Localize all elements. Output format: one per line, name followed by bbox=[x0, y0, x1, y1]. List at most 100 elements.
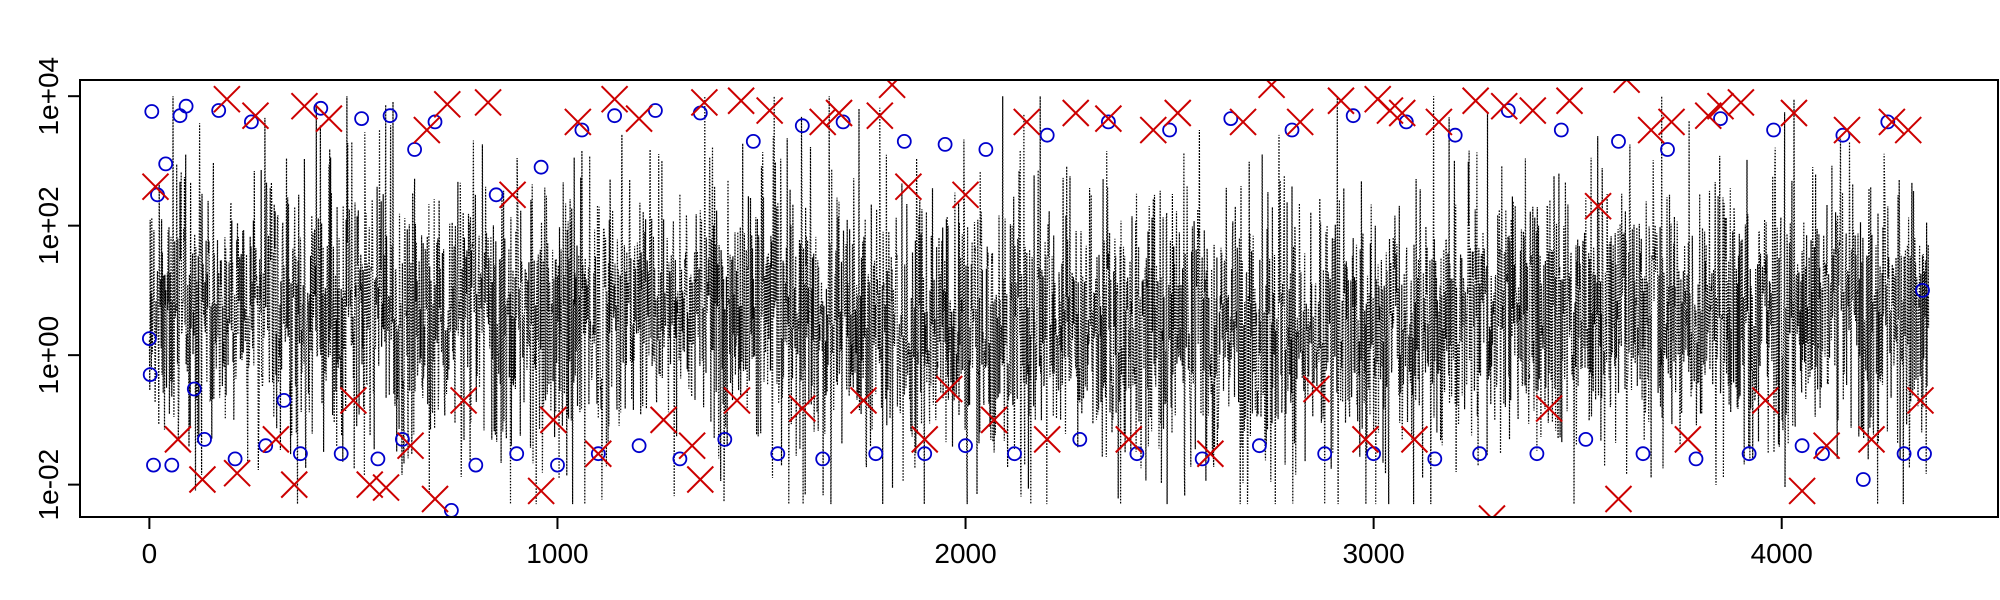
cross-marker bbox=[422, 486, 448, 512]
cross-marker bbox=[1536, 395, 1562, 421]
x-tick-label: 4000 bbox=[1751, 538, 1813, 569]
circle-marker bbox=[979, 143, 992, 156]
x-tick-label: 1000 bbox=[526, 538, 588, 569]
circle-marker bbox=[294, 447, 307, 460]
circle-marker bbox=[335, 447, 348, 460]
cross-marker bbox=[242, 103, 268, 129]
cross-marker bbox=[585, 441, 611, 467]
cross-marker bbox=[687, 467, 713, 493]
cross-marker bbox=[602, 86, 628, 112]
cross-marker bbox=[1789, 478, 1815, 504]
cross-marker bbox=[1638, 117, 1664, 143]
circle-marker bbox=[1555, 124, 1568, 137]
cross-marker bbox=[626, 106, 652, 132]
circle-marker bbox=[180, 100, 193, 113]
y-tick-label: 1e-02 bbox=[33, 449, 64, 521]
cross-marker bbox=[1814, 433, 1840, 459]
dotted-series-line bbox=[149, 96, 1928, 504]
y-axis: 1e-02 1e+00 1e+02 1e+04 bbox=[33, 57, 80, 521]
circle-marker bbox=[278, 394, 291, 407]
cross-marker bbox=[434, 91, 460, 117]
circle-marker bbox=[747, 135, 760, 148]
cross-marker bbox=[1708, 93, 1734, 119]
cross-marker bbox=[1728, 89, 1754, 115]
circle-marker bbox=[869, 447, 882, 460]
cross-marker bbox=[728, 88, 754, 114]
circle-marker bbox=[198, 433, 211, 446]
cross-marker bbox=[1479, 505, 1505, 531]
circle-marker bbox=[959, 439, 972, 452]
circle-marker bbox=[1449, 129, 1462, 142]
cross-marker bbox=[316, 106, 342, 132]
circle-marker bbox=[1473, 447, 1486, 460]
circle-marker bbox=[1008, 447, 1021, 460]
cross-marker bbox=[1557, 88, 1583, 114]
cross-marker bbox=[528, 478, 554, 504]
circle-marker bbox=[1347, 109, 1360, 122]
circle-marker bbox=[939, 138, 952, 151]
x-tick-label: 0 bbox=[142, 538, 158, 569]
cross-marker bbox=[1659, 109, 1685, 135]
cross-marker bbox=[826, 100, 852, 126]
cross-marker bbox=[895, 174, 921, 200]
cross-marker-series bbox=[142, 67, 1933, 532]
cross-marker bbox=[1858, 426, 1884, 452]
circle-marker bbox=[147, 459, 160, 472]
circle-marker bbox=[1073, 433, 1086, 446]
cross-marker bbox=[1605, 486, 1631, 512]
cross-marker bbox=[189, 467, 215, 493]
circle-marker bbox=[1796, 439, 1809, 452]
circle-marker bbox=[408, 143, 421, 156]
cross-marker bbox=[1287, 109, 1313, 135]
circle-marker bbox=[1367, 447, 1380, 460]
cross-marker bbox=[851, 387, 877, 413]
cross-marker bbox=[281, 472, 307, 498]
cross-marker bbox=[475, 89, 501, 115]
circle-marker bbox=[771, 447, 784, 460]
cross-marker bbox=[414, 117, 440, 143]
series-line-path bbox=[149, 96, 1928, 504]
y-tick-label: 1e+00 bbox=[33, 316, 64, 395]
cross-marker bbox=[1695, 103, 1721, 129]
cross-marker bbox=[757, 98, 783, 124]
cross-marker bbox=[373, 475, 399, 501]
cross-marker bbox=[291, 93, 317, 119]
circle-marker bbox=[633, 439, 646, 452]
cross-marker bbox=[1063, 100, 1089, 126]
cross-marker bbox=[1116, 426, 1142, 452]
cross-marker bbox=[1230, 109, 1256, 135]
cross-marker bbox=[1520, 98, 1546, 124]
cross-marker bbox=[679, 433, 705, 459]
x-tick-label: 2000 bbox=[934, 538, 996, 569]
y-tick-label: 1e+02 bbox=[33, 186, 64, 265]
cross-marker bbox=[540, 407, 566, 433]
cross-marker bbox=[724, 387, 750, 413]
cross-marker bbox=[810, 109, 836, 135]
circle-marker bbox=[1690, 452, 1703, 465]
cross-marker bbox=[1907, 387, 1933, 413]
y-tick-label: 1e+04 bbox=[33, 57, 64, 136]
cross-marker bbox=[340, 387, 366, 413]
cross-marker bbox=[1426, 109, 1452, 135]
cross-marker bbox=[1401, 426, 1427, 452]
circle-marker bbox=[355, 112, 368, 125]
x-axis: 0 1000 2000 3000 4000 bbox=[142, 517, 1813, 569]
cross-marker bbox=[1328, 88, 1354, 114]
cross-marker bbox=[1197, 441, 1223, 467]
circle-marker bbox=[469, 459, 482, 472]
cross-marker bbox=[1463, 88, 1489, 114]
circle-marker bbox=[1661, 143, 1674, 156]
cross-marker bbox=[953, 182, 979, 208]
circle-marker bbox=[608, 109, 621, 122]
circle-marker bbox=[551, 459, 564, 472]
circle-marker bbox=[1196, 452, 1209, 465]
circle-marker bbox=[490, 188, 503, 201]
cross-marker bbox=[1034, 426, 1060, 452]
cross-marker bbox=[867, 103, 893, 129]
circle-marker bbox=[1530, 447, 1543, 460]
x-tick-label: 3000 bbox=[1342, 538, 1404, 569]
circle-marker bbox=[1579, 433, 1592, 446]
circle-marker bbox=[1857, 473, 1870, 486]
circle-marker bbox=[535, 161, 548, 174]
